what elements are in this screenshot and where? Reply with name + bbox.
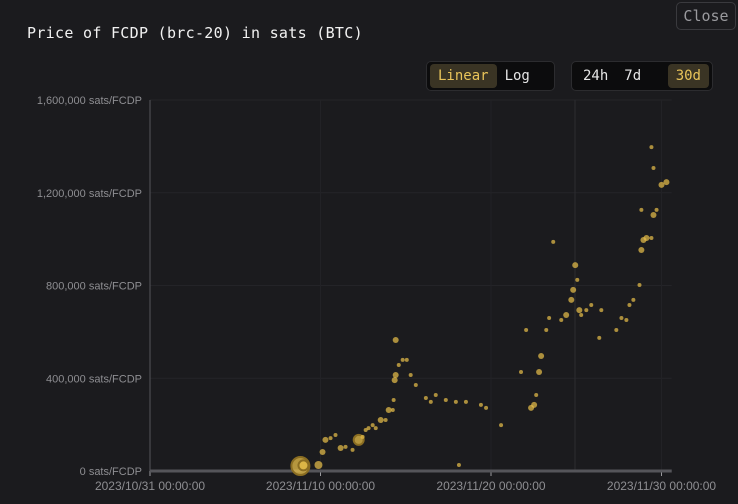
x-tick-label: 2023/11/30 00:00:00 (607, 479, 717, 493)
data-point (392, 372, 399, 379)
data-point (383, 417, 388, 422)
close-button[interactable]: Close (676, 2, 736, 30)
log-scale-button[interactable]: Log (504, 68, 530, 84)
data-point (538, 352, 545, 359)
data-point (563, 311, 570, 318)
linear-scale-button[interactable]: Linear (430, 64, 497, 88)
data-point (337, 445, 344, 452)
data-point (463, 399, 468, 404)
data-point (391, 398, 396, 403)
data-point (343, 444, 348, 449)
y-tick-label: 800,000 sats/FCDP (46, 281, 142, 293)
data-point (579, 312, 584, 317)
data-point (322, 436, 329, 443)
data-point (544, 328, 549, 333)
data-point (360, 434, 365, 439)
data-point (499, 423, 504, 428)
data-point (663, 179, 670, 186)
data-point (576, 307, 583, 314)
data-point (619, 315, 624, 320)
scale-toggle: Linear Log (426, 61, 555, 91)
data-point (433, 392, 438, 397)
data-point (559, 318, 564, 323)
data-point (649, 145, 654, 150)
data-point (639, 207, 644, 212)
range-30d-button[interactable]: 30d (667, 64, 709, 88)
data-point (572, 262, 579, 269)
data-point (599, 308, 604, 313)
data-point (366, 426, 371, 431)
data-point (654, 207, 659, 212)
data-point (370, 423, 375, 428)
data-point (649, 235, 654, 240)
range-toggle: 24h 7d 30d (571, 61, 713, 91)
y-tick-label: 1,200,000 sats/FCDP (37, 188, 142, 200)
data-point (484, 405, 489, 410)
data-point (328, 436, 333, 441)
x-tick-label: 2023/10/31 00:00:00 (95, 479, 205, 493)
data-point (385, 407, 392, 414)
data-point (524, 328, 529, 333)
data-point (319, 448, 326, 455)
data-point (408, 373, 413, 378)
data-point (627, 302, 632, 307)
data-point (314, 460, 323, 469)
x-tick-label: 2023/11/20 00:00:00 (436, 479, 546, 493)
data-point (519, 369, 524, 374)
data-point (373, 426, 378, 431)
data-point (534, 392, 539, 397)
data-point (575, 277, 580, 282)
data-point (392, 336, 399, 343)
data-point (658, 181, 665, 188)
data-point (404, 357, 409, 362)
data-point (614, 328, 619, 333)
data-point (396, 363, 401, 368)
data-point (443, 398, 448, 403)
data-point (597, 335, 602, 340)
data-point (423, 395, 428, 400)
data-point (350, 447, 355, 452)
data-point (363, 427, 368, 432)
data-point (297, 459, 310, 472)
data-point (536, 368, 543, 375)
data-point (624, 318, 629, 323)
data-point (456, 462, 461, 467)
data-point (650, 212, 657, 219)
data-point (568, 296, 575, 303)
range-24h-button[interactable]: 24h (583, 68, 609, 84)
data-point (400, 357, 405, 362)
data-point (570, 286, 577, 293)
x-tick-label: 2023/11/10 00:00:00 (266, 479, 376, 493)
data-point (333, 433, 338, 438)
y-tick-label: 1,600,000 sats/FCDP (37, 95, 142, 107)
data-point (638, 247, 645, 254)
data-point (547, 315, 552, 320)
data-point (478, 402, 483, 407)
y-tick-label: 400,000 sats/FCDP (46, 373, 142, 385)
data-point (589, 302, 594, 307)
data-point (413, 382, 418, 387)
data-point (631, 297, 636, 302)
data-point (531, 401, 538, 408)
data-point (637, 283, 642, 288)
data-point (453, 399, 458, 404)
y-tick-label: 0 sats/FCDP (80, 466, 142, 478)
data-point (651, 165, 656, 170)
data-point (584, 308, 589, 313)
data-point (391, 377, 398, 384)
data-point (643, 234, 650, 241)
data-point (390, 408, 395, 413)
chart-title: Price of FCDP (brc-20) in sats (BTC) (27, 24, 363, 42)
data-point (551, 239, 556, 244)
data-point (428, 399, 433, 404)
range-7d-button[interactable]: 7d (624, 68, 642, 84)
data-point (377, 416, 384, 423)
